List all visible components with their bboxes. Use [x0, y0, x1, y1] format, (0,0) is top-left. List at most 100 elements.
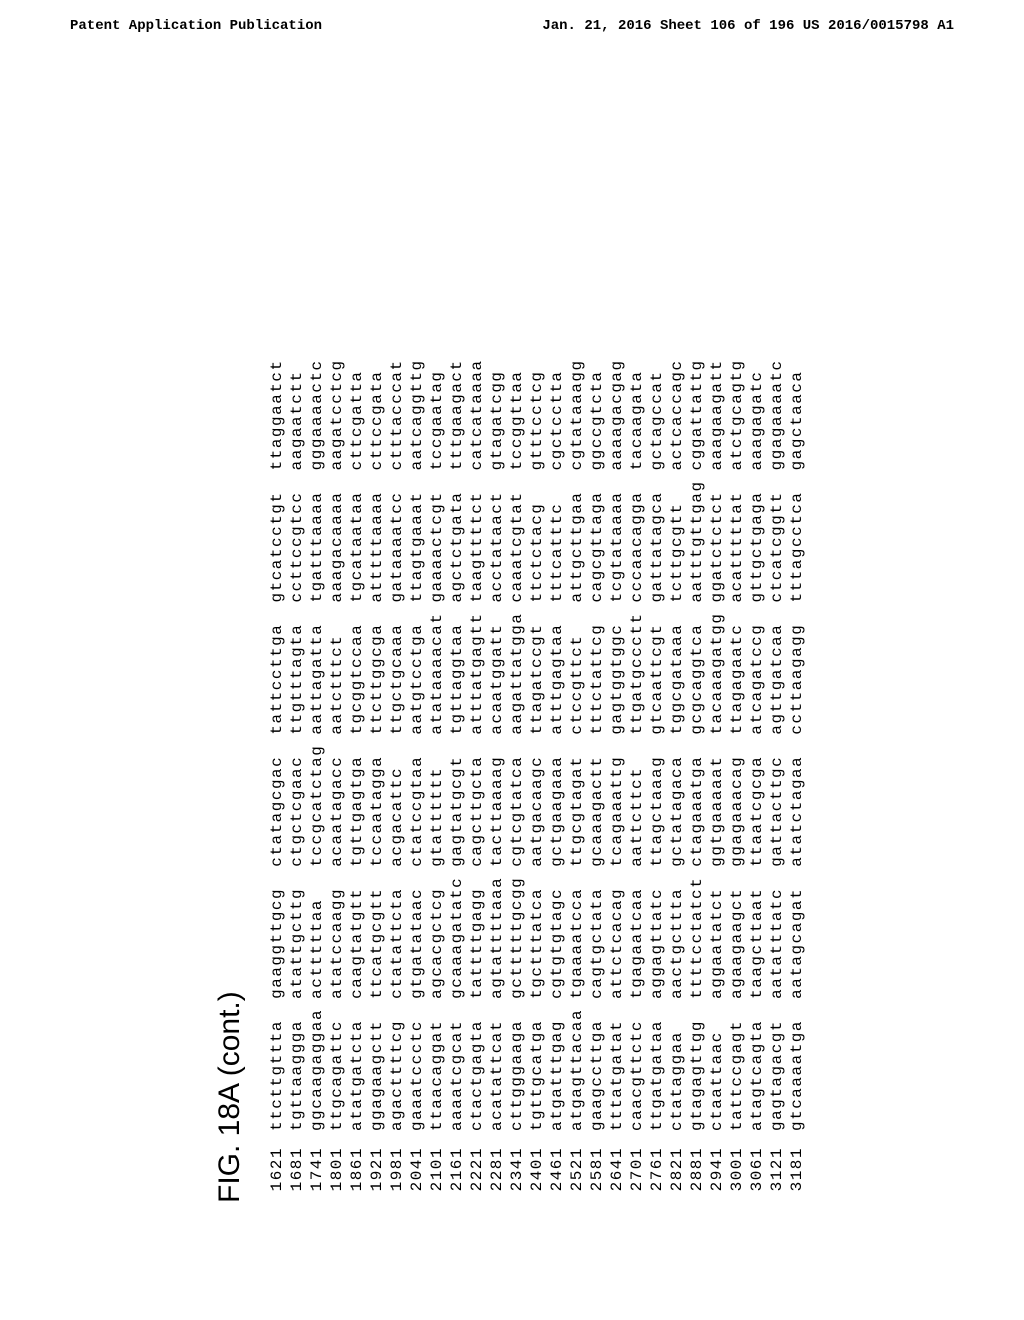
sequence-block: cttcgatta — [347, 349, 367, 470]
sequence-position: 2881 — [687, 1131, 707, 1207]
sequence-block: attctcacag — [607, 867, 627, 999]
sequence-block: ggatctctct — [707, 470, 727, 602]
sequence-block: ggagaaaatc — [767, 349, 787, 470]
sequence-block: agttgatcaa — [767, 603, 787, 735]
sequence-position: 2701 — [627, 1131, 647, 1207]
sequence-block: ttctctacg — [527, 470, 547, 602]
sequence-block: ctgctcgaac — [287, 735, 307, 867]
sequence-block: aattcttct — [627, 735, 647, 867]
sequence-block: ttagctaaag — [647, 735, 667, 867]
sequence-block: tgttaaggga — [287, 999, 307, 1131]
sequence-position: 2041 — [407, 1131, 427, 1207]
sequence-position: 3061 — [747, 1131, 767, 1207]
sequence-block: aaaagacgag — [607, 349, 627, 470]
sequence-block: gataaaatcc — [387, 470, 407, 602]
sequence-position: 1801 — [327, 1131, 347, 1207]
sequence-block: tccgaatag — [427, 349, 447, 470]
sequence-block: ctataggaa — [667, 999, 687, 1131]
sequence-block: ttgctgcaaa — [387, 603, 407, 735]
sequence-block: taagcttaat — [747, 867, 767, 999]
sequence-block: tgaaaatcca — [567, 867, 587, 999]
sequence-block: ttaatcgcga — [747, 735, 767, 867]
sequence-block: aagatcctcg — [327, 349, 347, 470]
sequence-block: cagtgctata — [587, 867, 607, 999]
sequence-block: tttgaagact — [447, 349, 467, 470]
sequence-block: ttgtttagta — [287, 603, 307, 735]
sequence-row: 2281acatattcatagtattttaaatacttaaaagacaat… — [487, 349, 507, 1207]
sequence-block: tattttgagg — [467, 867, 487, 999]
sequence-block: ttgatgccctt — [627, 603, 647, 735]
sequence-position: 1741 — [307, 1131, 327, 1207]
sequence-block: gattatagca — [647, 470, 667, 602]
sequence-block: tgttgagtga — [347, 735, 367, 867]
sequence-block: acatattcat — [487, 999, 507, 1131]
sequence-block: gcgcaggtca — [687, 603, 707, 735]
sequence-block: tgatttaaaa — [307, 470, 327, 602]
sequence-block: agacttttcg — [387, 999, 407, 1131]
sequence-block: aatttgttgag — [687, 470, 707, 602]
sequence-block: cgtcgtatca — [507, 735, 527, 867]
sequence-block: ttaacaggat — [427, 999, 447, 1131]
sequence-block: acaatggatt — [487, 603, 507, 735]
sequence-block: ggtgaaaaat — [707, 735, 727, 867]
sequence-block: ttgatgataa — [647, 999, 667, 1131]
sequence-block: aagaatctt — [287, 349, 307, 470]
sequence-block: gaaatccctc — [407, 999, 427, 1131]
sequence-row: 1861atatgatctacaagtatgtttgttgagtgatgcggt… — [347, 349, 367, 1207]
sequence-block: ctatccgtaa — [407, 735, 427, 867]
sequence-block: atagtcagta — [747, 999, 767, 1131]
sequence-table: 1621ttcttgtttagaaggttgcgctatagcgactattcc… — [267, 349, 807, 1207]
sequence-row: 2881gtagagttggttttcctatctctagaaatgagcgca… — [687, 349, 707, 1207]
sequence-block: atattgcttg — [287, 867, 307, 999]
sequence-row: 1621ttcttgtttagaaggttgcgctatagcgactattcc… — [267, 349, 287, 1207]
sequence-block: aactgcttta — [667, 867, 687, 999]
sequence-block: tccgcatctag — [307, 735, 327, 867]
sequence-block: gtcaattcgt — [647, 603, 667, 735]
sequence-block: gaaaactcgt — [427, 470, 447, 602]
sequence-row: 2101ttaacaggatagcacgctcggtattttttatataaa… — [427, 349, 447, 1207]
sequence-block: ggccgtcta — [587, 349, 607, 470]
sequence-block: gctttttgcgg — [507, 867, 527, 999]
sequence-block: gtagatcgg — [487, 349, 507, 470]
sequence-block: ttcttggcga — [367, 603, 387, 735]
sequence-position: 2821 — [667, 1131, 687, 1207]
sequence-position: 2641 — [607, 1131, 627, 1207]
sequence-block: aaagagatc — [747, 349, 767, 470]
sequence-block: gctgaagaaa — [547, 735, 567, 867]
sequence-block: ctaattaac — [707, 999, 727, 1131]
sequence-block: atatctagaa — [787, 735, 807, 867]
sequence-block: ggagaagctt — [367, 999, 387, 1131]
sequence-row: 1921ggagaagcttttcatgcgtttccaataggattcttg… — [367, 349, 387, 1207]
sequence-block: gagtatgcgt — [447, 735, 467, 867]
sequence-block: gctagccat — [647, 349, 667, 470]
sequence-block: aggaatatct — [707, 867, 727, 999]
sequence-block: atatgatcta — [347, 999, 367, 1131]
sequence-block: gggaaaactc — [307, 349, 327, 470]
sequence-block: agtattttaaa — [487, 867, 507, 999]
sequence-block: tacaagata — [627, 349, 647, 470]
sequence-position: 2101 — [427, 1131, 447, 1207]
sequence-block: ggagaaacag — [727, 735, 747, 867]
sequence-block: cggattattg — [687, 349, 707, 470]
sequence-position: 2401 — [527, 1131, 547, 1207]
sequence-block: gaagccttga — [587, 999, 607, 1131]
sequence-position: 1981 — [387, 1131, 407, 1207]
sequence-row: 2161aaaatcgcatgcaaagatatcgagtatgcgttgtta… — [447, 349, 467, 1207]
sequence-block: ttagagaatc — [727, 603, 747, 735]
sequence-block: caagtatgtt — [347, 867, 367, 999]
sequence-block: tccaatagga — [367, 735, 387, 867]
sequence-block: ttaggaatct — [267, 349, 287, 470]
sequence-block: tgcggtccaa — [347, 603, 367, 735]
sequence-block: aatgacaagc — [527, 735, 547, 867]
sequence-block: tgttaggtaa — [447, 603, 467, 735]
sequence-row: 1741ggcaagaggaaactttttaatccgcatctagaatta… — [307, 349, 327, 1207]
sequence-block: tcttgcgtt — [667, 470, 687, 602]
sequence-block: tccggttaa — [507, 349, 527, 470]
sequence-block: gcaaagatatc — [447, 867, 467, 999]
sequence-block: agaagaagct — [727, 867, 747, 999]
sequence-block: aatgtcctga — [407, 603, 427, 735]
header-left: Patent Application Publication — [70, 18, 322, 34]
sequence-block: tttcatttc — [547, 470, 567, 602]
sequence-row: 3181gtcaaaatgaaatagcagatatatctagaaccttaa… — [787, 349, 807, 1207]
sequence-row: 2401tgttgcatgatgctttatcaaatgacaagcttagat… — [527, 349, 547, 1207]
